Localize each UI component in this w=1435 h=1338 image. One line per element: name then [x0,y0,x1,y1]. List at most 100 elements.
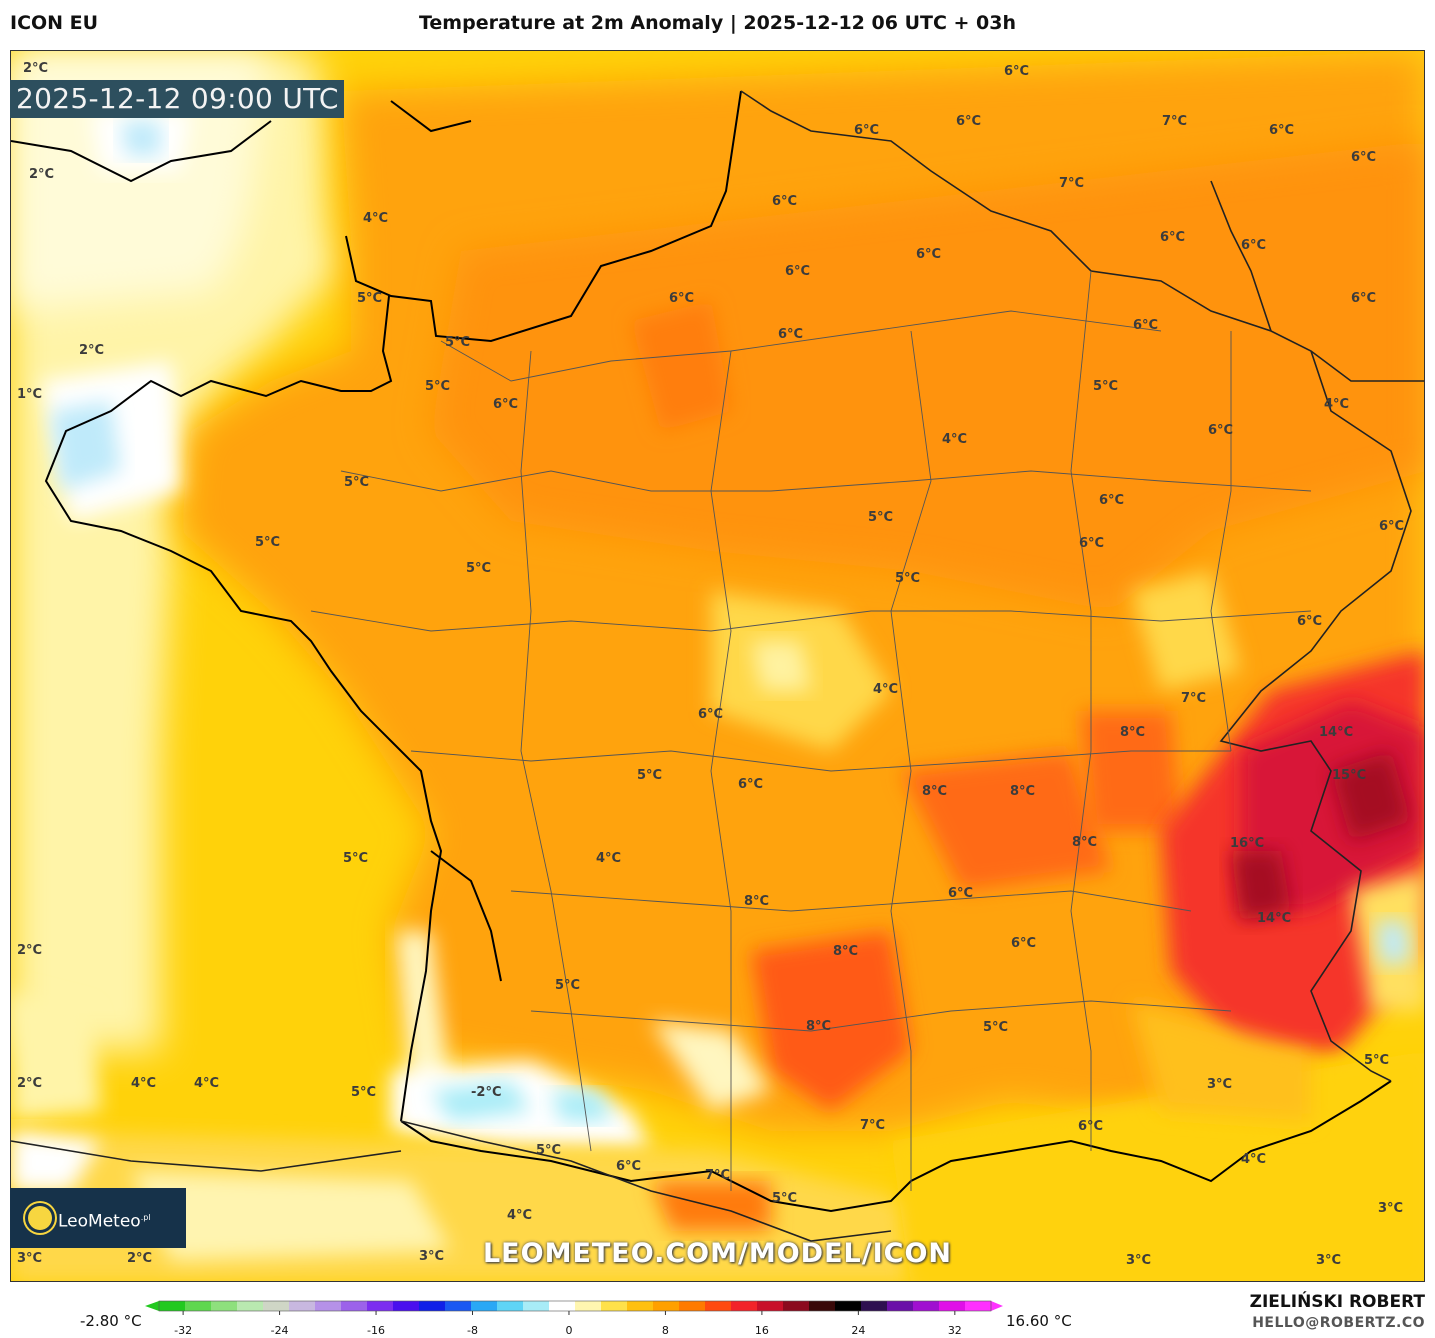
contour-label: 8°C [833,944,859,959]
contour-label: 5°C [868,510,894,525]
contour-label: 3°C [1207,1077,1233,1092]
contour-label: 1°C [17,387,43,402]
model-name: ICON EU [10,12,99,34]
colorbar-segment [549,1301,576,1311]
contour-label: 5°C [637,768,663,783]
colorbar-segment [835,1301,862,1311]
author-name: ZIELIŃSKI ROBERT [1249,1292,1425,1312]
colorbar-segment [341,1301,368,1311]
contour-label: 4°C [507,1208,533,1223]
colorbar-segment [757,1301,784,1311]
contour-label: 6°C [616,1159,642,1174]
colorbar-tick-label: 0 [565,1324,572,1337]
contour-label: 5°C [772,1191,798,1206]
contour-label: 6°C [738,777,764,792]
logo-text: LeoMeteo [58,1211,141,1232]
sun-icon [28,1206,52,1230]
colorbar-segment [315,1301,342,1311]
contour-label: 6°C [698,707,724,722]
contour-label: 6°C [669,291,695,306]
contour-label: 3°C [1126,1253,1152,1268]
colorbar-segment [471,1301,498,1311]
colorbar-segment [887,1301,914,1311]
contour-label: 4°C [1241,1152,1267,1167]
contour-label: 6°C [1079,536,1105,551]
colorbar-tick-label: 24 [851,1324,865,1337]
contour-label: 4°C [1324,397,1350,412]
colorbar-low-arrow [145,1301,159,1311]
contour-label: 2°C [29,167,55,182]
colorbar-segment [289,1301,316,1311]
contour-label: 6°C [1078,1119,1104,1134]
colorbar-segment [913,1301,940,1311]
contour-label: 6°C [956,114,982,129]
contour-label: 2°C [127,1251,153,1266]
contour-label: 8°C [1010,784,1036,799]
colorbar-segment [653,1301,680,1311]
valid-time-badge: 2025-12-12 09:00 UTC [10,80,344,118]
colorbar-segment [809,1301,836,1311]
contour-label: 5°C [344,475,370,490]
contour-label: 5°C [555,978,581,993]
contour-label: 6°C [785,264,811,279]
contour-label: 5°C [466,561,492,576]
contour-label: 5°C [983,1020,1009,1035]
colorbar-high-arrow [991,1301,1003,1311]
colorbar-segment [939,1301,966,1311]
contour-label: 8°C [806,1019,832,1034]
contour-label: 6°C [1297,614,1323,629]
contour-label: 6°C [1011,936,1037,951]
contour-label: 6°C [1099,493,1125,508]
contour-label: 6°C [493,397,519,412]
colorbar-segment [393,1301,420,1311]
temperature-map: 2°C 2°C 2°C 1°C 2°C 2°C 4°C 4°C 3°C 2°C 4°C 5°C 5°C 5… [10,50,1425,1282]
contour-label: 8°C [1120,725,1146,740]
contour-label: 6°C [1160,230,1186,245]
colorbar-segment [185,1301,212,1311]
contour-label: 4°C [131,1076,157,1091]
contour-label: 5°C [1093,379,1119,394]
contour-label: 6°C [772,194,798,209]
contour-label: 2°C [79,343,105,358]
leometeo-logo: LeoMeteo.pl [10,1188,186,1248]
colorbar-tick-label: -16 [367,1324,385,1337]
contour-label: 5°C [351,1085,377,1100]
contour-label: 6°C [854,123,880,138]
colorbar-segment [159,1301,186,1311]
contour-label: 7°C [1162,114,1188,129]
colorbar-segment [731,1301,758,1311]
contour-label: 2°C [17,943,43,958]
colorbar-tick-label: -8 [467,1324,478,1337]
contour-label: 6°C [1351,150,1377,165]
contour-label: 4°C [194,1076,220,1091]
contour-label: 6°C [1379,519,1405,534]
contour-label: -2°C [471,1085,502,1100]
contour-label: 5°C [357,291,383,306]
colorbar-segment [445,1301,472,1311]
contour-label: 2°C [23,61,49,76]
contour-label: 8°C [1072,835,1098,850]
contour-label: 5°C [895,571,921,586]
colorbar-segment [497,1301,524,1311]
contour-label: 6°C [1351,291,1377,306]
colorbar-segment [601,1301,628,1311]
author-email: HELLO@ROBERTZ.CO [1252,1315,1425,1331]
colorbar-outline [158,1300,992,1312]
contour-label: 6°C [916,247,942,262]
contour-label: 6°C [948,886,974,901]
colorbar-max-label: 16.60 °C [1006,1312,1072,1330]
contour-label: 15°C [1332,768,1367,783]
contour-label: 5°C [343,851,369,866]
contour-label: 5°C [445,335,471,350]
colorbar-segment [237,1301,264,1311]
colorbar-segment [861,1301,888,1311]
contour-label: 6°C [1004,64,1030,79]
contour-label: 14°C [1319,725,1354,740]
watermark-url: LEOMETEO.COM/MODEL/ICON [482,1238,953,1269]
contour-label: 5°C [1364,1053,1390,1068]
colorbar-segment [783,1301,810,1311]
colorbar-segment [367,1301,394,1311]
colorbar-segment [263,1301,290,1311]
colorbar-segment [627,1301,654,1311]
contour-label: 7°C [705,1168,731,1183]
